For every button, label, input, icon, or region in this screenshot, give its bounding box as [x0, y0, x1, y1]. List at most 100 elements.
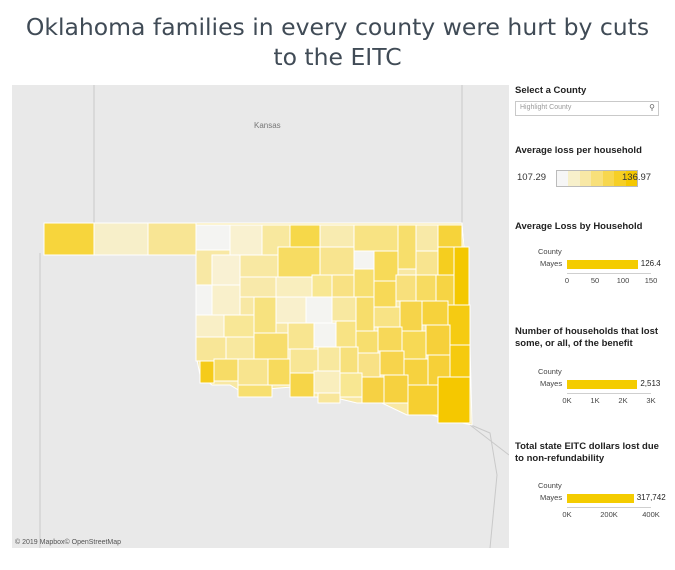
kansas-label: Kansas [254, 121, 281, 130]
legend-max-value: 136.97 [622, 172, 652, 183]
chart-0-field-label: County [538, 247, 562, 256]
county-harper[interactable] [195, 224, 231, 251]
chart-2-category: Mayes [540, 493, 563, 502]
county-pittsburg[interactable] [401, 330, 427, 360]
county-greer[interactable] [195, 336, 227, 362]
county-kingfisher[interactable] [275, 276, 313, 298]
legend-swatch-5 [614, 171, 626, 186]
county-creek[interactable] [353, 268, 375, 298]
county-osage-n[interactable] [353, 224, 399, 252]
legend-swatch-6 [625, 171, 637, 186]
county-murray[interactable] [339, 372, 363, 398]
county-cimarron[interactable] [43, 222, 95, 256]
county-noble[interactable] [319, 246, 355, 276]
color-legend-bar [556, 170, 638, 187]
avg-loss-heading: Average Loss by Household [515, 221, 643, 232]
county-okmulgee[interactable] [355, 296, 375, 332]
county-delaware[interactable] [453, 246, 470, 308]
chart-0-tick-label: 100 [616, 276, 630, 285]
county-shapes[interactable] [43, 222, 473, 426]
chart-1-tick-label: 1K [590, 396, 600, 405]
county-le-flore-n[interactable] [421, 300, 449, 326]
county-woodward[interactable] [239, 254, 279, 278]
county-cotton[interactable] [237, 384, 273, 398]
county-roger-mills[interactable] [195, 284, 213, 316]
county-bryan[interactable] [407, 384, 439, 416]
county-comanche[interactable] [267, 358, 291, 386]
county-cleveland[interactable] [313, 322, 337, 348]
dashboard-title: Oklahoma families in every county were h… [0, 12, 675, 72]
county-stephens[interactable] [289, 348, 319, 374]
chart-1-tick-label: 3K [646, 396, 656, 405]
county-kay[interactable] [319, 224, 355, 248]
county-love[interactable] [317, 392, 341, 404]
county-pawnee[interactable] [353, 250, 375, 270]
county-grady[interactable] [287, 322, 315, 350]
chart-0-bar[interactable] [567, 260, 638, 269]
county-sequoyah[interactable] [399, 300, 423, 332]
county-rogers[interactable] [415, 250, 439, 276]
county-cherokee[interactable] [415, 274, 437, 302]
search-icon[interactable]: ⚲ [649, 103, 655, 112]
county-dewey[interactable] [239, 276, 277, 298]
county-washita[interactable] [223, 314, 255, 338]
county-tillman[interactable] [237, 358, 269, 386]
county-jackson[interactable] [213, 358, 239, 382]
county-map[interactable]: Kansas © 2019 Mapbox© OpenStreetMap [12, 85, 509, 548]
county-osage[interactable] [373, 250, 399, 282]
county-pottawatomie[interactable] [335, 320, 357, 348]
chart-2-bar[interactable] [567, 494, 634, 503]
chart-2-tick-label: 400K [642, 510, 660, 519]
county-muskogee[interactable] [373, 306, 401, 328]
chart-1-bar[interactable] [567, 380, 638, 389]
county-woods[interactable] [229, 224, 263, 256]
county-nowata[interactable] [415, 224, 439, 252]
color-legend-heading: Average loss per household [515, 145, 642, 156]
county-canadian[interactable] [275, 296, 307, 324]
county-lincoln[interactable] [331, 296, 357, 322]
county-garfield[interactable] [277, 246, 321, 278]
county-mccurtain[interactable] [437, 376, 471, 424]
county-mayes[interactable] [437, 246, 455, 276]
county-jefferson[interactable] [289, 372, 315, 398]
county-le-flore[interactable] [447, 304, 471, 346]
county-logan[interactable] [311, 274, 333, 298]
legend-swatch-0 [557, 171, 569, 186]
map-canvas[interactable] [12, 85, 509, 548]
county-pontotoc[interactable] [339, 346, 359, 374]
county-kiowa[interactable] [225, 336, 255, 360]
county-atoka[interactable] [379, 350, 405, 376]
county-wagoner[interactable] [395, 274, 417, 302]
chart-2-tick-label: 200K [600, 510, 618, 519]
county-marshall[interactable] [383, 374, 409, 404]
county-beaver[interactable] [147, 222, 197, 256]
county-beckham[interactable] [195, 314, 225, 338]
county-ottawa[interactable] [437, 224, 463, 248]
county-harmon[interactable] [199, 360, 215, 384]
county-texas[interactable] [93, 222, 149, 256]
county-tulsa[interactable] [373, 280, 397, 308]
county-oklahoma[interactable] [305, 296, 333, 324]
county-ellis[interactable] [211, 254, 241, 286]
county-grant[interactable] [289, 224, 321, 248]
county-payne[interactable] [331, 274, 355, 298]
county-seminole[interactable] [355, 330, 379, 354]
county-latimer[interactable] [425, 324, 451, 356]
county-search-input[interactable]: Highlight County ⚲ [515, 101, 659, 116]
county-johnston[interactable] [361, 376, 385, 404]
chart-1-tick-label: 0K [562, 396, 572, 405]
county-custer[interactable] [211, 284, 241, 316]
county-caddo[interactable] [253, 332, 289, 360]
county-hughes[interactable] [377, 326, 403, 352]
chart-1-category: Mayes [540, 379, 563, 388]
title-line-1: Oklahoma families in every county were h… [25, 13, 650, 41]
county-garvin[interactable] [317, 346, 341, 372]
county-washington[interactable] [397, 224, 417, 270]
map-attribution[interactable]: © 2019 Mapbox© OpenStreetMap [15, 539, 122, 546]
county-haskell[interactable] [449, 344, 471, 378]
chart-2-tick-label: 0K [562, 510, 572, 519]
county-blaine[interactable] [253, 296, 277, 334]
legend-swatch-3 [591, 171, 603, 186]
county-carter[interactable] [313, 370, 341, 394]
chart-1-value-label: 2,513 [640, 379, 661, 388]
